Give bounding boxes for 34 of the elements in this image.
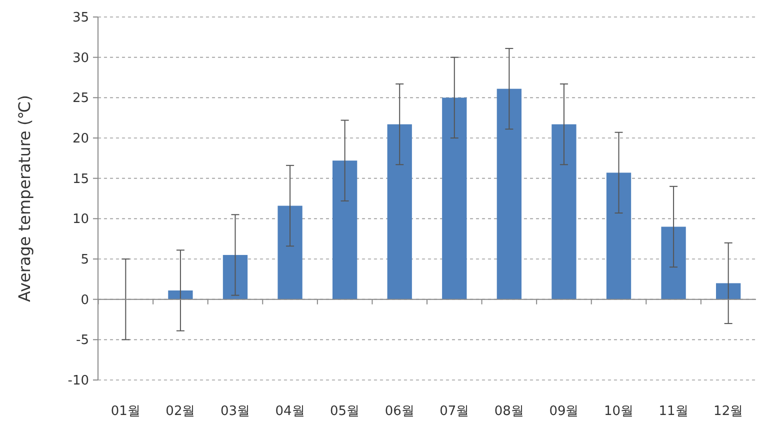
x-tick-label: 02월 xyxy=(166,404,196,419)
x-tick-label: 07월 xyxy=(440,404,470,419)
x-tick-label: 01월 xyxy=(110,404,140,419)
bar xyxy=(168,290,193,300)
bar xyxy=(496,88,522,300)
y-tick-label: -10 xyxy=(68,374,89,389)
y-tick-label: -5 xyxy=(76,333,89,348)
y-tick-label: 25 xyxy=(72,91,89,106)
x-tick-label: 11월 xyxy=(658,404,688,419)
x-tick-label: 10월 xyxy=(604,404,634,419)
bar xyxy=(278,206,302,300)
bar xyxy=(552,124,576,300)
bar xyxy=(222,254,248,300)
x-tick-label: 03월 xyxy=(220,404,250,419)
x-tick-label: 08월 xyxy=(494,404,524,419)
y-tick-label: 35 xyxy=(72,10,89,26)
bar xyxy=(387,124,412,300)
bar xyxy=(442,98,467,300)
bar xyxy=(606,172,632,300)
bar xyxy=(332,160,358,300)
x-tick-label: 04월 xyxy=(275,404,305,419)
bar xyxy=(661,226,686,300)
y-tick-label: 0 xyxy=(80,292,89,308)
y-tick-label: 20 xyxy=(72,132,89,147)
x-tick-label: 12월 xyxy=(714,404,744,419)
bar xyxy=(716,283,741,300)
y-axis-title: Average temperature (℃) xyxy=(15,95,34,302)
x-tick-label: 06월 xyxy=(384,404,414,419)
y-tick-label: 30 xyxy=(72,50,89,66)
y-tick-label: 10 xyxy=(72,212,89,228)
y-tick-label: 5 xyxy=(80,252,89,268)
x-tick-label: 05월 xyxy=(330,404,360,419)
y-tick-label: 15 xyxy=(72,172,89,187)
x-tick-label: 09월 xyxy=(549,404,579,419)
